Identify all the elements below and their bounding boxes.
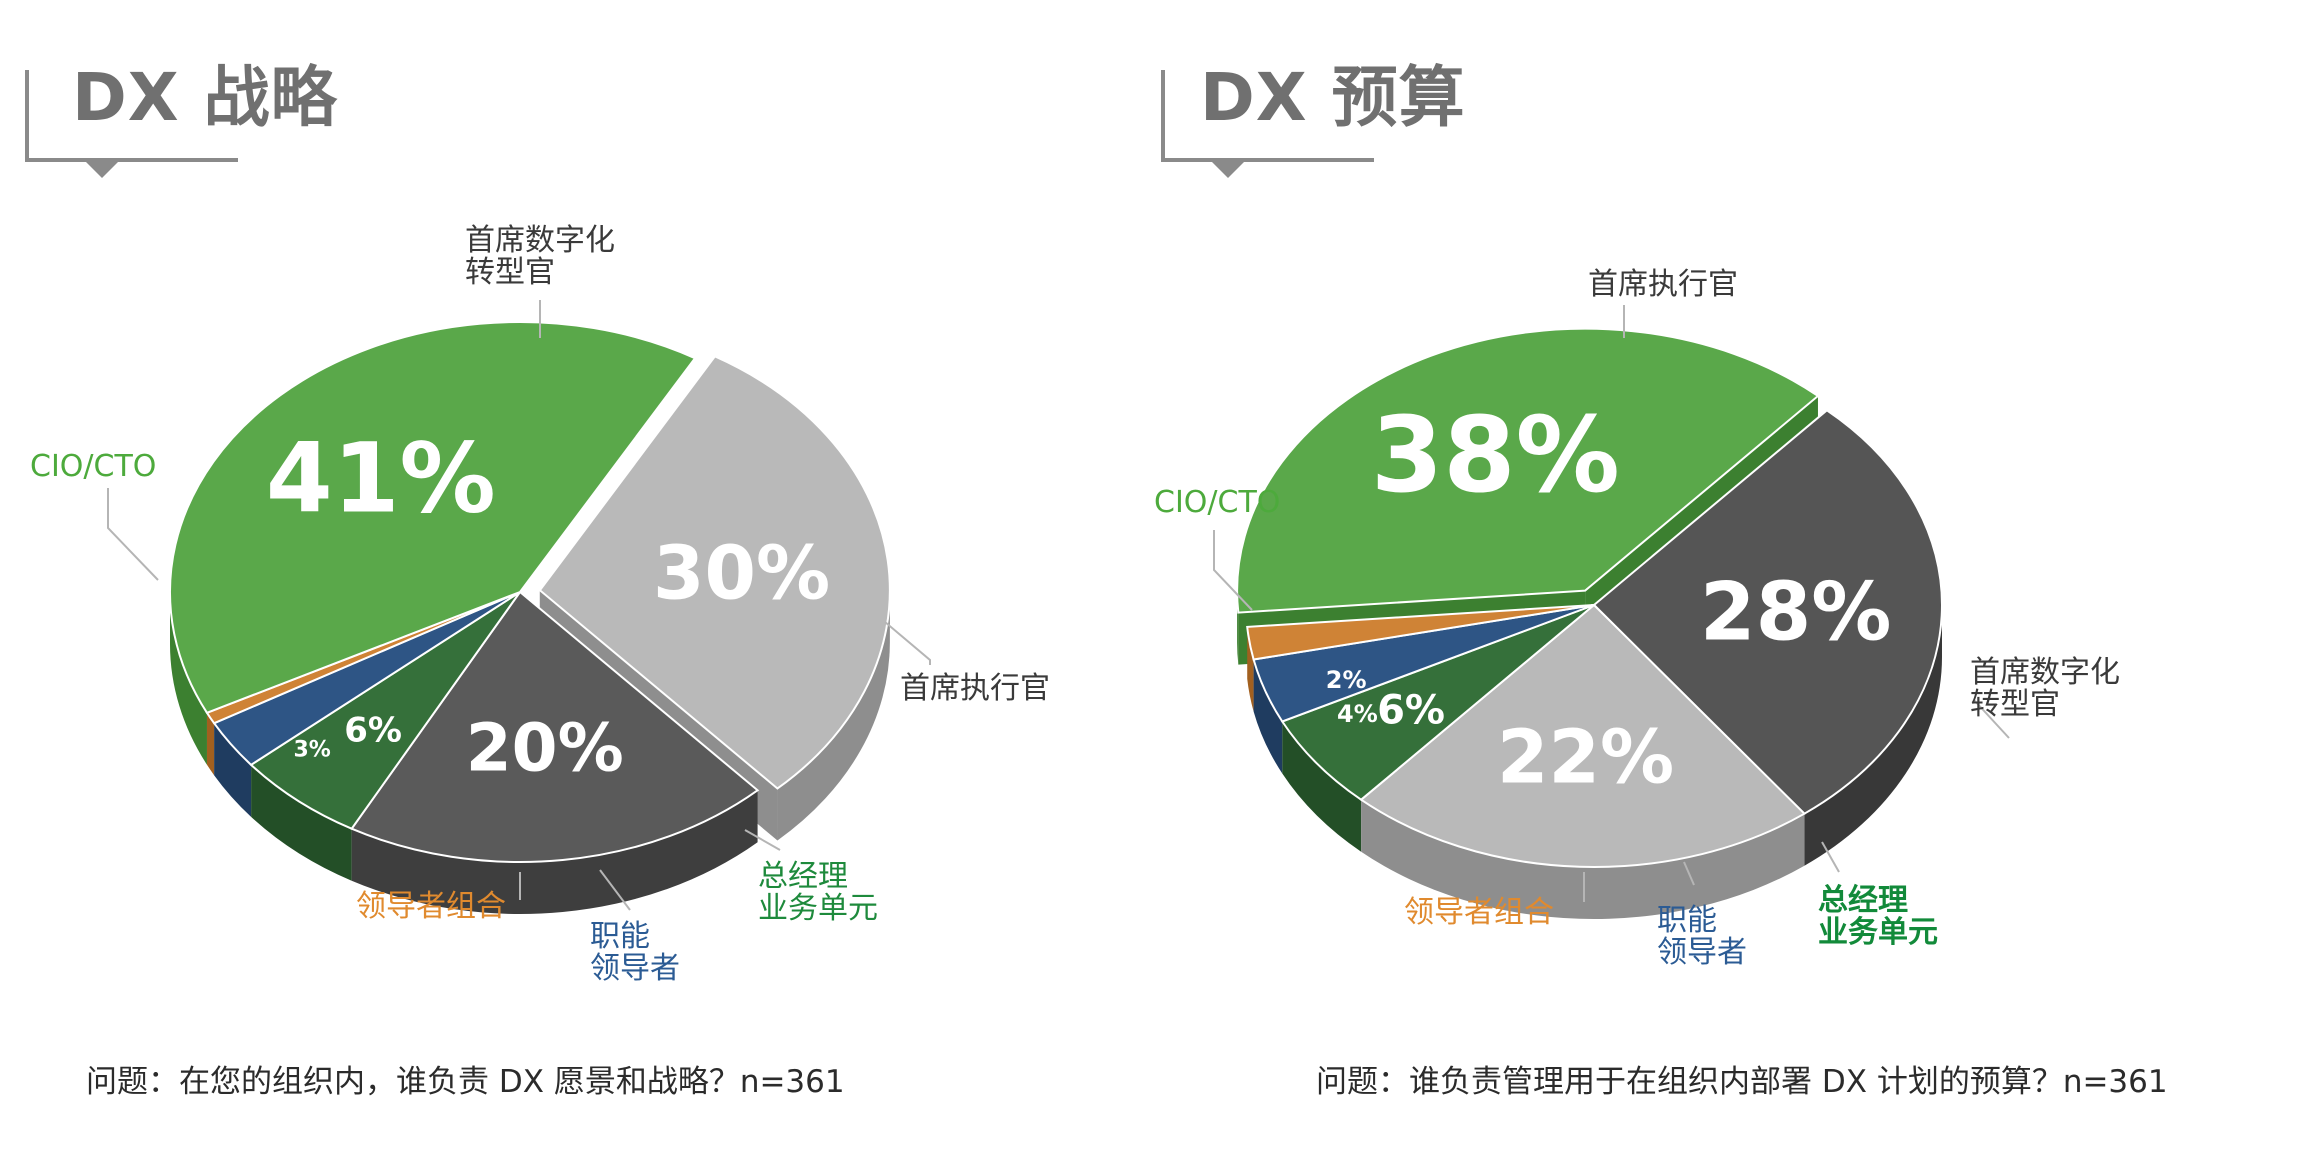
heading-bracket — [1161, 70, 1374, 178]
slice-value-label: 28% — [1700, 565, 1891, 658]
leader-line — [1973, 699, 2010, 739]
chart-title: DX 预算 — [1200, 59, 1466, 136]
slice-category-label: 业务单元 — [1818, 915, 1938, 950]
leader-line — [107, 488, 159, 581]
survey-question: 问题：在您的组织内，谁负责 DX 愿景和战略？n=361 — [86, 1064, 845, 1100]
survey-question: 问题：谁负责管理用于在组织内部署 DX 计划的预算？n=361 — [1316, 1064, 2168, 1100]
slice-category-label: 领导者组合 — [356, 889, 506, 924]
leader-line — [744, 829, 781, 851]
pie-slice — [1280, 604, 1595, 801]
slice-value-label: 4% — [1337, 700, 1378, 728]
slice-category-label: 总经理 — [1818, 883, 1908, 918]
slice-category-label: 首席数字化 — [1970, 655, 2120, 690]
slice-value-label: 30% — [653, 531, 830, 617]
slice-category-label: 职能 — [1657, 903, 1717, 938]
slice-category-label: 业务单元 — [758, 891, 878, 926]
pie-chart-dx-budget: 28%22%6%4%2%38%首席执行官首席数字化转型官总经理业务单元职能领导者… — [1154, 267, 2120, 970]
pie-slice — [1236, 327, 1820, 614]
slice-value-label: 22% — [1497, 715, 1674, 801]
dx-strategy-panel: DX 战略 30% 20% 6% 3% 41% 首席数字化 转型官首席执行官总经理 业务单元职… — [25, 59, 1050, 1100]
pie-slice-side — [1282, 721, 1362, 852]
slice-value-label: 20% — [466, 710, 624, 787]
pie-slice-side — [206, 712, 215, 776]
pie-slice — [350, 590, 760, 863]
slice-category-label: 转型官 — [465, 255, 555, 290]
pie-slice — [249, 591, 521, 830]
leader-line — [884, 621, 931, 665]
heading-bracket — [25, 70, 238, 178]
slice-category-label: CIO/CTO — [1154, 485, 1280, 520]
slice-category-label: 领导者 — [1657, 935, 1747, 970]
pie-slice-side — [777, 590, 890, 841]
pie-slice-side — [1804, 605, 1942, 866]
pie-slice-side — [251, 764, 352, 881]
slice-value-label: 6% — [344, 710, 402, 750]
slice-value-label: 2% — [1326, 666, 1367, 694]
leader-line — [1683, 861, 1695, 886]
pie-slice — [1246, 604, 1595, 661]
slice-category-label: 首席执行官 — [1588, 267, 1738, 302]
pie-slice-side — [1361, 799, 1805, 919]
pie-slice — [538, 355, 891, 790]
slice-category-label: CIO/CTO — [30, 449, 156, 484]
pie-slice-side — [1247, 626, 1254, 712]
pie-slice-side — [351, 790, 758, 914]
slice-category-label: 领导者组合 — [1404, 895, 1554, 930]
pie-slice — [1359, 603, 1807, 868]
slice-category-label: 首席执行官 — [900, 671, 1050, 706]
slice-category-label: 首席数字化 — [465, 223, 615, 258]
pie-slice-side — [214, 723, 252, 817]
leader-line — [1821, 841, 1840, 873]
slice-value-label: 3% — [293, 737, 330, 762]
slice-category-label: 职能 — [590, 919, 650, 954]
pie-slice — [169, 321, 697, 715]
leader-line — [599, 869, 631, 911]
pie-slice-side — [1253, 659, 1283, 774]
slice-value-label: 41% — [266, 423, 496, 535]
slice-category-label: 领导者 — [590, 951, 680, 986]
chart-title: DX 战略 — [72, 59, 338, 136]
pie-slice-side — [170, 592, 207, 765]
leader-line — [1213, 530, 1253, 611]
slice-value-label: 38% — [1371, 394, 1620, 516]
pie-slice — [1592, 409, 1943, 815]
dx-budget-panel: DX 预算 28% 22% 6% 4% 2% 38% 首席执行官首席数字化 转型官总经理 业务单… — [1154, 0, 2308, 1152]
slice-category-label: 总经理 — [758, 859, 848, 894]
slice-value-label: 6% — [1377, 688, 1445, 734]
slice-category-label: 转型官 — [1970, 687, 2060, 722]
